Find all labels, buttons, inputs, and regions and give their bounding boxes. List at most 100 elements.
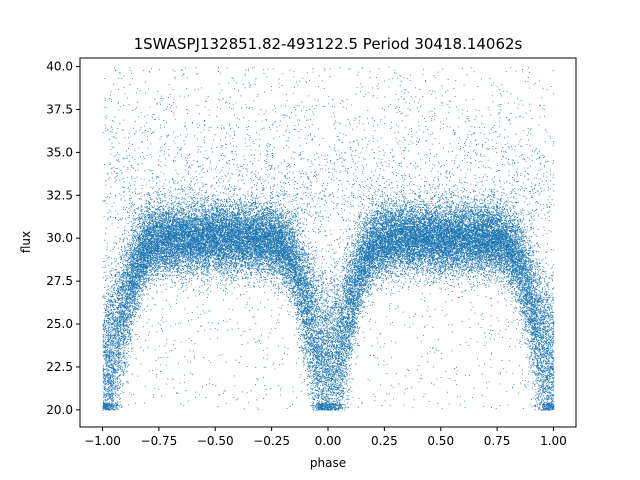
data-point (361, 269, 363, 270)
data-point (359, 152, 361, 154)
data-point (535, 352, 537, 353)
data-point (291, 262, 293, 264)
data-point (313, 223, 315, 225)
data-point (451, 244, 453, 246)
data-point (552, 361, 554, 363)
data-point (207, 199, 209, 201)
data-point (452, 263, 454, 265)
data-point (151, 133, 153, 134)
data-point (284, 267, 286, 269)
data-point (317, 318, 319, 320)
data-point (400, 248, 402, 250)
data-point (193, 269, 195, 270)
data-point (131, 73, 132, 74)
data-point (416, 216, 418, 218)
data-point (398, 259, 400, 261)
data-point (511, 251, 513, 253)
data-point (531, 284, 532, 286)
data-point (459, 179, 460, 181)
data-point (310, 275, 312, 276)
data-point (550, 330, 552, 332)
data-point (182, 226, 184, 228)
data-point (139, 239, 141, 240)
data-point (280, 225, 282, 227)
data-point (413, 244, 415, 246)
data-point (545, 321, 547, 323)
data-point (382, 266, 384, 268)
data-point (247, 237, 249, 239)
data-point (410, 247, 412, 249)
data-point (359, 327, 361, 328)
data-point (106, 377, 108, 379)
data-point (341, 348, 342, 350)
data-point (186, 263, 188, 265)
data-point (410, 131, 412, 132)
data-point (203, 262, 205, 263)
data-point (269, 202, 271, 204)
data-point (341, 314, 343, 316)
data-point (461, 267, 463, 269)
data-point (196, 176, 197, 177)
data-point (481, 269, 483, 271)
data-point (239, 197, 241, 199)
data-point (254, 224, 255, 226)
data-point (158, 194, 160, 196)
data-point (291, 214, 293, 216)
data-point (375, 242, 376, 244)
data-point (113, 299, 115, 301)
data-point (527, 285, 529, 287)
data-point (194, 267, 196, 269)
data-point (322, 303, 323, 305)
data-point (416, 257, 418, 259)
data-point (336, 409, 338, 411)
data-point (493, 237, 495, 239)
data-point (328, 348, 329, 350)
data-point (139, 244, 141, 246)
data-point (128, 265, 130, 267)
data-point (163, 257, 165, 259)
data-point (503, 233, 505, 235)
data-point (179, 265, 181, 267)
data-point (125, 316, 127, 318)
data-point (339, 158, 341, 159)
data-point (389, 210, 391, 212)
data-point (360, 302, 362, 304)
data-point (492, 261, 494, 263)
data-point (501, 280, 503, 282)
data-point (407, 251, 409, 253)
data-point (140, 227, 142, 229)
data-point (553, 183, 555, 185)
data-point (477, 222, 479, 224)
data-point (235, 206, 237, 208)
data-point (147, 219, 148, 221)
data-point (278, 217, 280, 219)
data-point (226, 219, 228, 221)
data-point (457, 226, 459, 228)
data-point (369, 77, 371, 79)
data-point (428, 231, 429, 233)
data-point (485, 210, 486, 212)
data-point (486, 382, 487, 384)
data-point (220, 177, 222, 179)
data-point (159, 229, 160, 231)
data-point (324, 210, 326, 212)
data-point (264, 259, 266, 261)
data-point (303, 257, 305, 259)
data-point (552, 350, 554, 351)
data-point (224, 217, 226, 219)
data-point (507, 146, 509, 148)
data-point (439, 219, 441, 221)
data-point (123, 292, 124, 294)
data-point (103, 394, 104, 396)
data-point (328, 387, 330, 389)
data-point (108, 394, 110, 395)
data-point (257, 219, 259, 221)
data-point (389, 241, 391, 243)
data-point (113, 356, 114, 357)
data-point (434, 259, 435, 261)
data-point (123, 289, 125, 291)
data-point (324, 399, 326, 401)
data-point (404, 158, 405, 160)
data-point (226, 278, 228, 280)
data-point (492, 145, 494, 147)
